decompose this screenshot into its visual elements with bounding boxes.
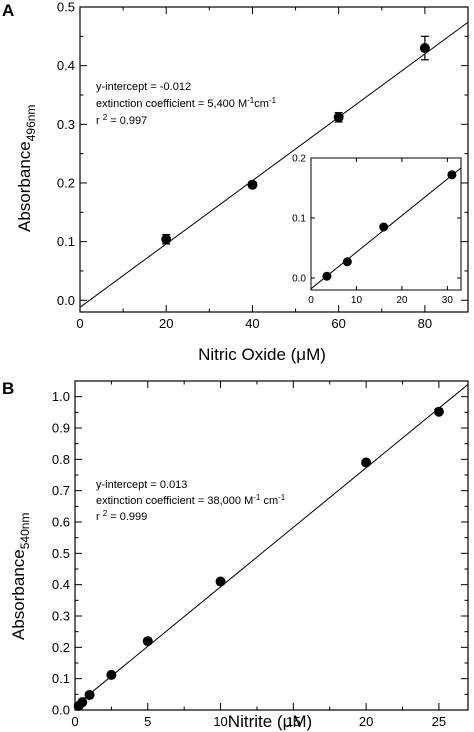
data-point	[161, 234, 172, 245]
panel-b-fit-line	[74, 384, 469, 707]
panel-a-plot-frame	[79, 6, 469, 313]
data-point	[419, 43, 430, 54]
y-tick-label: 0.1	[292, 214, 306, 225]
panel-a-letter: A	[2, 1, 14, 20]
panel-a-x-ticks: 0 20 40 60 80	[76, 7, 469, 331]
y-tick-label: 0.5	[57, 0, 75, 15]
panel-b-annotation-intercept: y-intercept = 0.013	[96, 479, 187, 491]
panel-b-letter: B	[2, 379, 14, 398]
data-point	[84, 689, 95, 700]
panel-b-x-ticks: 0 5 10 15 20 25	[71, 381, 446, 729]
y-tick-label: 0.8	[52, 452, 70, 467]
data-point	[77, 697, 88, 708]
panel-b-y-axis-label: Absorbance540nm	[9, 513, 32, 640]
data-point	[106, 669, 117, 680]
y-tick-label: 0.5	[52, 546, 70, 561]
x-tick-label: 30	[442, 295, 454, 306]
data-point	[433, 406, 444, 417]
panel-a-inset: 0.0 0.1 0.2 0 10 20 30	[292, 154, 462, 306]
y-tick-label: 0.0	[52, 703, 70, 718]
y-tick-label: 0.3	[57, 117, 75, 132]
data-point	[247, 179, 258, 190]
panel-b-x-axis-label: Nitrite (μM)	[228, 712, 312, 731]
x-tick-label: 80	[418, 316, 432, 331]
panel-a: A 0.0 0.1 0.2 0.3 0.4 0.5 0 20 40 60 80 y-interce…	[2, 0, 469, 364]
y-tick-label: 1.0	[52, 389, 70, 404]
y-tick-label: 0.2	[52, 640, 70, 655]
panel-a-y-ticks: 0.0 0.1 0.2 0.3 0.4 0.5	[57, 0, 468, 308]
x-tick-label: 60	[331, 316, 345, 331]
x-tick-label: 40	[245, 316, 259, 331]
panel-a-annotation-extinction: extinction coefficient = 5,400 M-1cm-1	[96, 96, 277, 110]
panel-a-fit-line	[79, 21, 469, 308]
data-point	[333, 112, 344, 123]
y-tick-label: 0.1	[57, 234, 75, 249]
y-tick-label: 0.2	[292, 154, 306, 165]
y-tick-label: 0.4	[52, 577, 70, 592]
y-tick-label: 0.0	[57, 293, 75, 308]
panel-b-annotation-r2: r 2 = 0.999	[96, 509, 147, 523]
data-point	[379, 222, 389, 232]
panel-a-x-axis-label: Nitric Oxide (μM)	[198, 345, 326, 364]
y-tick-label: 0.2	[57, 176, 75, 191]
data-point	[447, 170, 457, 180]
panel-b-points	[73, 406, 444, 711]
y-tick-label: 0.7	[52, 483, 70, 498]
y-tick-label: 0.6	[52, 515, 70, 530]
inset-points	[322, 170, 457, 281]
x-tick-label: 5	[144, 714, 151, 729]
panel-a-y-axis-label: Absorbance496nm	[15, 105, 38, 232]
data-point	[361, 457, 372, 468]
x-tick-label: 10	[351, 295, 363, 306]
data-point	[342, 257, 352, 267]
panel-b-y-ticks: 0.0 0.1 0.2 0.3 0.4 0.5 0.6 0.7 0.8 0.9 1.0	[52, 389, 468, 718]
y-tick-label: 0.1	[52, 671, 70, 686]
inset-y-ticks: 0.0 0.1 0.2	[292, 154, 461, 285]
panel-b-annotation-extinction: extinction coefficient = 38,000 M-1 cm-1	[96, 493, 286, 507]
x-tick-label: 20	[396, 295, 408, 306]
panel-b-plot-frame	[74, 380, 469, 711]
inset-x-ticks: 0 10 20 30	[308, 158, 453, 306]
y-tick-label: 0.4	[57, 58, 75, 73]
data-point	[322, 271, 332, 281]
data-point	[215, 576, 226, 587]
panel-a-annotation-r2: r 2 = 0.997	[96, 113, 147, 127]
x-tick-label: 20	[359, 714, 373, 729]
x-tick-label: 0	[76, 316, 83, 331]
panel-a-annotation-intercept: y-intercept = -0.012	[96, 81, 191, 93]
y-tick-label: 0.3	[52, 609, 70, 624]
panel-a-points	[161, 35, 430, 245]
y-tick-label: 0.9	[52, 421, 70, 436]
panel-b: B 0.0 0.1 0.2 0.3 0.4 0.5 0.6 0.7 0.8 0.9 1.0 0 5 10…	[2, 379, 469, 731]
x-tick-label: 20	[159, 316, 173, 331]
x-tick-label: 0	[308, 295, 314, 306]
x-tick-label: 15	[286, 714, 300, 729]
x-tick-label: 10	[213, 714, 227, 729]
x-tick-label: 25	[432, 714, 446, 729]
x-tick-label: 0	[71, 714, 78, 729]
data-point	[142, 636, 153, 647]
y-tick-label: 0.0	[292, 274, 306, 285]
